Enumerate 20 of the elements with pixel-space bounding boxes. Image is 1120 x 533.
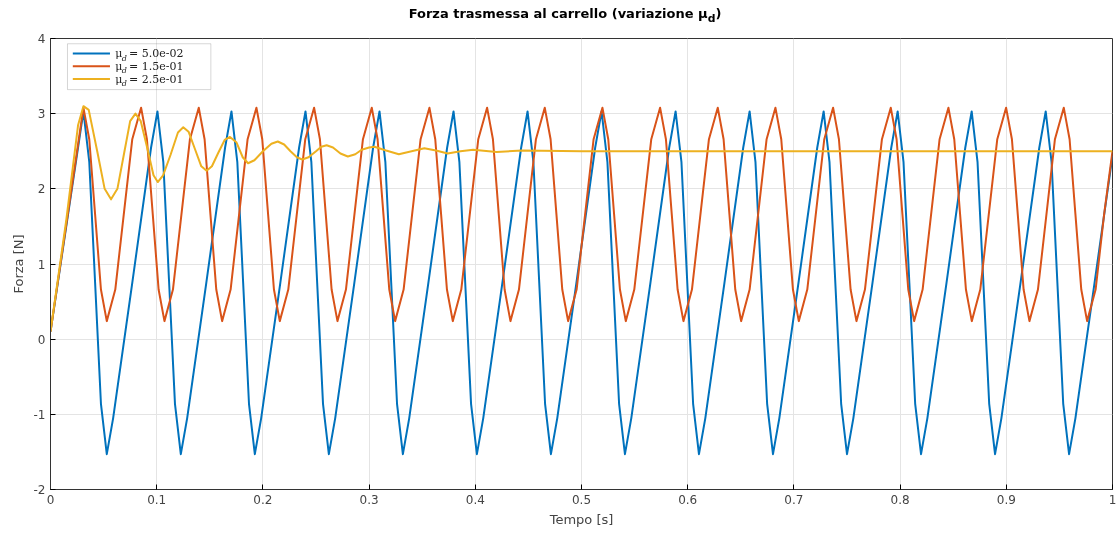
x-tick-label: 0.9 — [996, 492, 1016, 507]
x-tick-label: 0.7 — [784, 492, 804, 507]
y-tick-label: 4 — [37, 32, 46, 46]
y-tick-label: 1 — [37, 257, 46, 272]
y-tick-label: -2 — [33, 483, 46, 497]
x-tick-label: 1 — [1108, 492, 1117, 507]
x-tick-label: 0.5 — [571, 492, 592, 507]
y-tick-label: 0 — [37, 332, 46, 347]
y-tick-label: 2 — [37, 182, 46, 197]
y-axis-title: Forza [N] — [10, 234, 26, 294]
x-tick-label: 0.4 — [465, 492, 485, 507]
x-tick-label: 0.3 — [359, 492, 379, 507]
y-tick-label: -1 — [33, 407, 46, 422]
x-axis-title: Tempo [s] — [548, 511, 614, 527]
y-tick-label: 3 — [37, 107, 46, 122]
chart-title: Forza trasmessa al carrello (variazione μ$_{d}$) — [408, 5, 722, 27]
x-tick-label: 0.2 — [253, 492, 273, 507]
x-tick-label: 0.8 — [890, 492, 910, 507]
x-tick-label: 0.6 — [678, 492, 698, 507]
x-tick-label: 0.1 — [147, 492, 167, 507]
